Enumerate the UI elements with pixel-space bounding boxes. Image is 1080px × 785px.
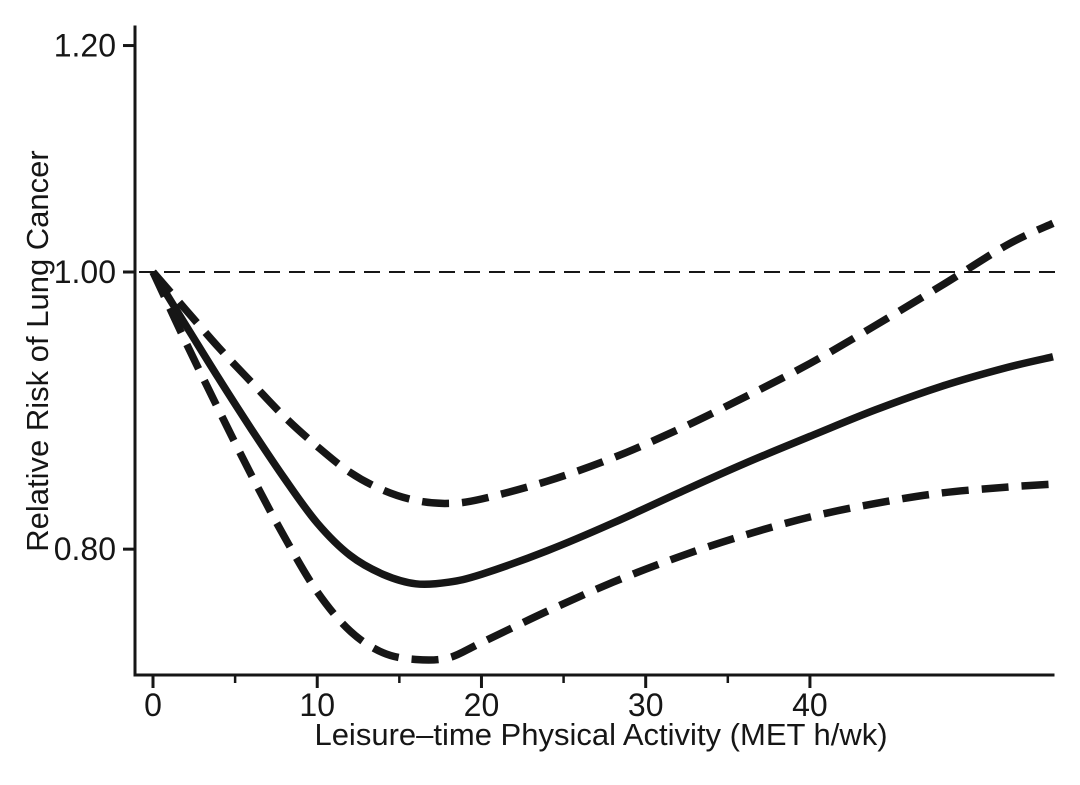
y-tick-label: 0.80 [54,531,116,567]
curve-upper-95ci [150,219,1055,508]
curve-relative-risk-estimate [149,270,1054,589]
curve-lower-95ci [149,270,1054,664]
x-tick-label: 0 [144,687,162,723]
axis-frame [133,25,1055,677]
x-tick-label: 30 [628,687,664,723]
y-tick-label: 1.00 [54,254,116,290]
y-axis-title: Relative Risk of Lung Cancer [20,150,55,552]
y-tick-label: 1.20 [54,28,116,64]
x-tick-label: 40 [792,687,828,723]
x-tick-label: 10 [299,687,335,723]
x-tick-label: 20 [464,687,500,723]
x-axis-title: Leisure–time Physical Activity (MET h/wk… [314,717,888,752]
